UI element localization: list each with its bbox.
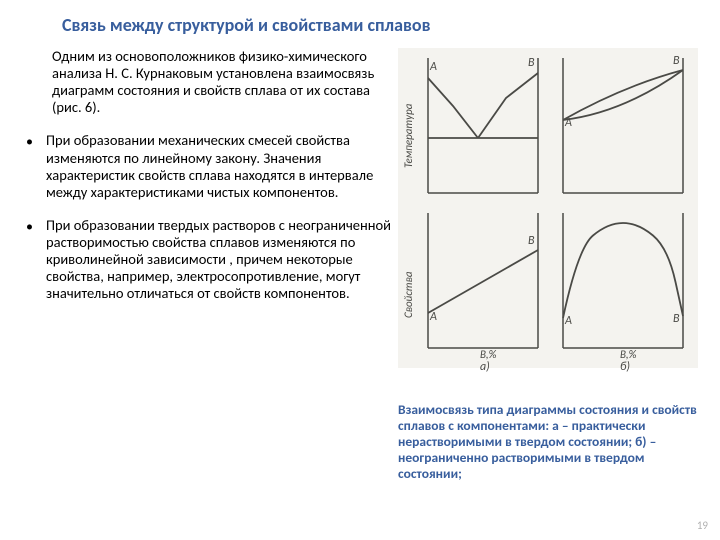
svg-text:A: A [429, 310, 437, 324]
svg-text:A: A [429, 60, 437, 74]
bullet-text: При образовании твердых растворов с неог… [46, 217, 392, 303]
svg-text:B: B [673, 312, 680, 326]
bullet-item-2: • При образовании твердых растворов с не… [22, 217, 392, 303]
svg-text:B: B [528, 56, 535, 70]
svg-text:A: A [564, 116, 572, 130]
right-column: ABТемператураABABB,%а)СвойстваABB,%б) [392, 48, 708, 368]
bullet-marker: • [22, 217, 46, 303]
figure-caption: Взаимосвязь типа диаграммы состояния и с… [398, 402, 708, 482]
figure: ABТемператураABABB,%а)СвойстваABB,%б) [398, 48, 698, 368]
bullet-marker: • [22, 132, 46, 200]
bullet-text: При образовании механических смесей свой… [46, 132, 392, 200]
svg-text:а): а) [480, 360, 490, 374]
svg-text:B: B [673, 54, 680, 68]
svg-text:B: B [528, 234, 535, 248]
svg-text:Температура: Температура [402, 103, 415, 168]
diagram-svg: ABТемператураABABB,%а)СвойстваABB,%б) [398, 48, 698, 378]
page-title: Связь между структурой и свойствами спла… [0, 0, 720, 36]
page-number: 19 [697, 519, 708, 532]
svg-text:A: A [564, 314, 572, 328]
content: Одним из основоположников физико-химичес… [0, 36, 720, 368]
svg-text:Свойства: Свойства [402, 271, 415, 318]
svg-text:б): б) [620, 360, 630, 374]
bullet-item-1: • При образовании механических смесей св… [22, 132, 392, 200]
left-column: Одним из основоположников физико-химичес… [22, 48, 392, 368]
intro-paragraph: Одним из основоположников физико-химичес… [22, 48, 392, 116]
